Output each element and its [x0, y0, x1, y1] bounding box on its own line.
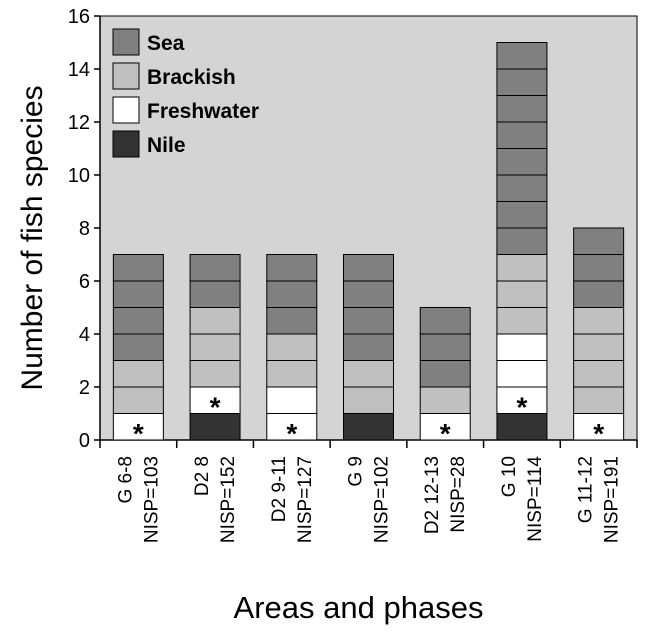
- x-axis-title: Areas and phases: [234, 590, 484, 625]
- bar-segment-brackish: [496, 254, 548, 282]
- annotation-asterisk: *: [133, 418, 144, 449]
- bar-segment-brackish: [496, 307, 548, 335]
- annotation-asterisk: *: [440, 418, 451, 449]
- legend-label-nile: Nile: [147, 134, 186, 157]
- bar-segment-sea: [189, 254, 241, 282]
- x-tick-label: G 10: [499, 456, 520, 497]
- bar-segment-freshwater: [189, 386, 241, 414]
- x-tick-label: NISP=191: [602, 456, 623, 543]
- bar-segment-brackish: [189, 360, 241, 388]
- bar-segment-sea: [343, 280, 394, 308]
- bar-segment-nile: [189, 413, 241, 441]
- bar-segment-freshwater: [266, 386, 318, 414]
- bar-segment-sea: [496, 227, 548, 255]
- legend-swatch-sea: [112, 28, 140, 56]
- legend-swatch-nile: [112, 130, 140, 158]
- y-tick-label: 6: [79, 271, 90, 293]
- bar-segment-freshwater: [496, 333, 548, 361]
- x-tick-label: D2 8: [192, 456, 213, 496]
- bar-segment-brackish: [112, 360, 164, 388]
- bar-segment-brackish: [189, 307, 241, 335]
- bar-segment-sea: [419, 307, 471, 335]
- bar-segment-sea: [112, 307, 164, 335]
- x-tick-label: G 6-8: [115, 456, 136, 504]
- bar-segment-brackish: [573, 307, 625, 335]
- bar-segment-brackish: [266, 333, 318, 361]
- legend-label-sea: Sea: [147, 32, 185, 55]
- bar-segment-sea: [419, 360, 471, 388]
- bar-segment-sea: [496, 174, 548, 202]
- bar-segment-nile: [343, 413, 394, 441]
- bar-segment-sea: [343, 333, 394, 361]
- x-tick-label: NISP=103: [141, 456, 162, 543]
- bar-segment-brackish: [573, 386, 625, 414]
- bar-segment-freshwater: [112, 413, 164, 441]
- bar-segment-sea: [112, 280, 164, 308]
- bar-segment-brackish: [573, 360, 625, 388]
- annotation-asterisk: *: [210, 391, 221, 422]
- annotation-asterisk: *: [516, 391, 527, 422]
- x-tick-label: NISP=28: [448, 456, 469, 533]
- bar-segment-sea: [573, 227, 625, 255]
- legend-label-brackish: Brackish: [147, 66, 236, 89]
- bar-segment-freshwater: [496, 360, 548, 388]
- y-tick-label: 2: [79, 377, 90, 399]
- x-tick-label: G 11-12: [576, 456, 597, 523]
- y-tick-label: 14: [68, 59, 90, 81]
- bar-segment-sea: [112, 254, 164, 282]
- bar-segment-sea: [266, 254, 318, 282]
- x-tick-label: NISP=114: [525, 456, 546, 542]
- bar-segment-sea: [496, 201, 548, 229]
- bar-segment-freshwater: [496, 386, 548, 414]
- bar-segment-brackish: [419, 386, 471, 414]
- bar-segment-brackish: [189, 333, 241, 361]
- bar-segment-nile: [496, 413, 548, 441]
- y-tick-label: 16: [68, 6, 90, 28]
- y-tick-label: 8: [79, 218, 90, 240]
- x-tick-label: NISP=127: [295, 456, 316, 543]
- y-tick-label: 12: [68, 112, 90, 134]
- bar-segment-brackish: [266, 360, 318, 388]
- y-tick-label: 0: [79, 430, 90, 452]
- annotation-asterisk: *: [286, 418, 297, 449]
- bar-segment-sea: [419, 333, 471, 361]
- bar-segment-sea: [496, 42, 548, 70]
- bar-segment-sea: [573, 280, 625, 308]
- bar-segment-sea: [343, 307, 394, 335]
- bar-segment-freshwater: [266, 413, 318, 441]
- bar-segment-brackish: [573, 333, 625, 361]
- bar-segment-sea: [112, 333, 164, 361]
- x-tick-label: G 9: [346, 456, 367, 487]
- bar-segment-sea: [189, 280, 241, 308]
- bar-segment-sea: [496, 148, 548, 176]
- bar-segment-sea: [343, 254, 394, 282]
- y-axis-title: Number of fish species: [16, 85, 49, 390]
- bar-segment-sea: [573, 254, 625, 282]
- x-tick-label: NISP=102: [372, 456, 393, 543]
- x-tick-label: D2 9-11: [269, 456, 290, 522]
- annotation-asterisk: *: [593, 418, 604, 449]
- y-tick-label: 10: [68, 165, 90, 187]
- legend-label-freshwater: Freshwater: [147, 100, 259, 123]
- x-tick-label: NISP=152: [218, 456, 239, 543]
- bar-segment-sea: [496, 95, 548, 123]
- bar-segment-brackish: [496, 280, 548, 308]
- x-tick-label: D2 12-13: [422, 456, 443, 534]
- bar-segment-brackish: [343, 386, 394, 414]
- legend-swatch-freshwater: [112, 96, 140, 124]
- y-tick-label: 4: [79, 324, 90, 346]
- bar-segment-sea: [266, 307, 318, 335]
- bar-segment-sea: [266, 280, 318, 308]
- bar-segment-brackish: [343, 360, 394, 388]
- bar-segment-sea: [496, 121, 548, 149]
- legend-swatch-brackish: [112, 62, 140, 90]
- bar-segment-sea: [496, 68, 548, 96]
- bar-segment-brackish: [112, 386, 164, 414]
